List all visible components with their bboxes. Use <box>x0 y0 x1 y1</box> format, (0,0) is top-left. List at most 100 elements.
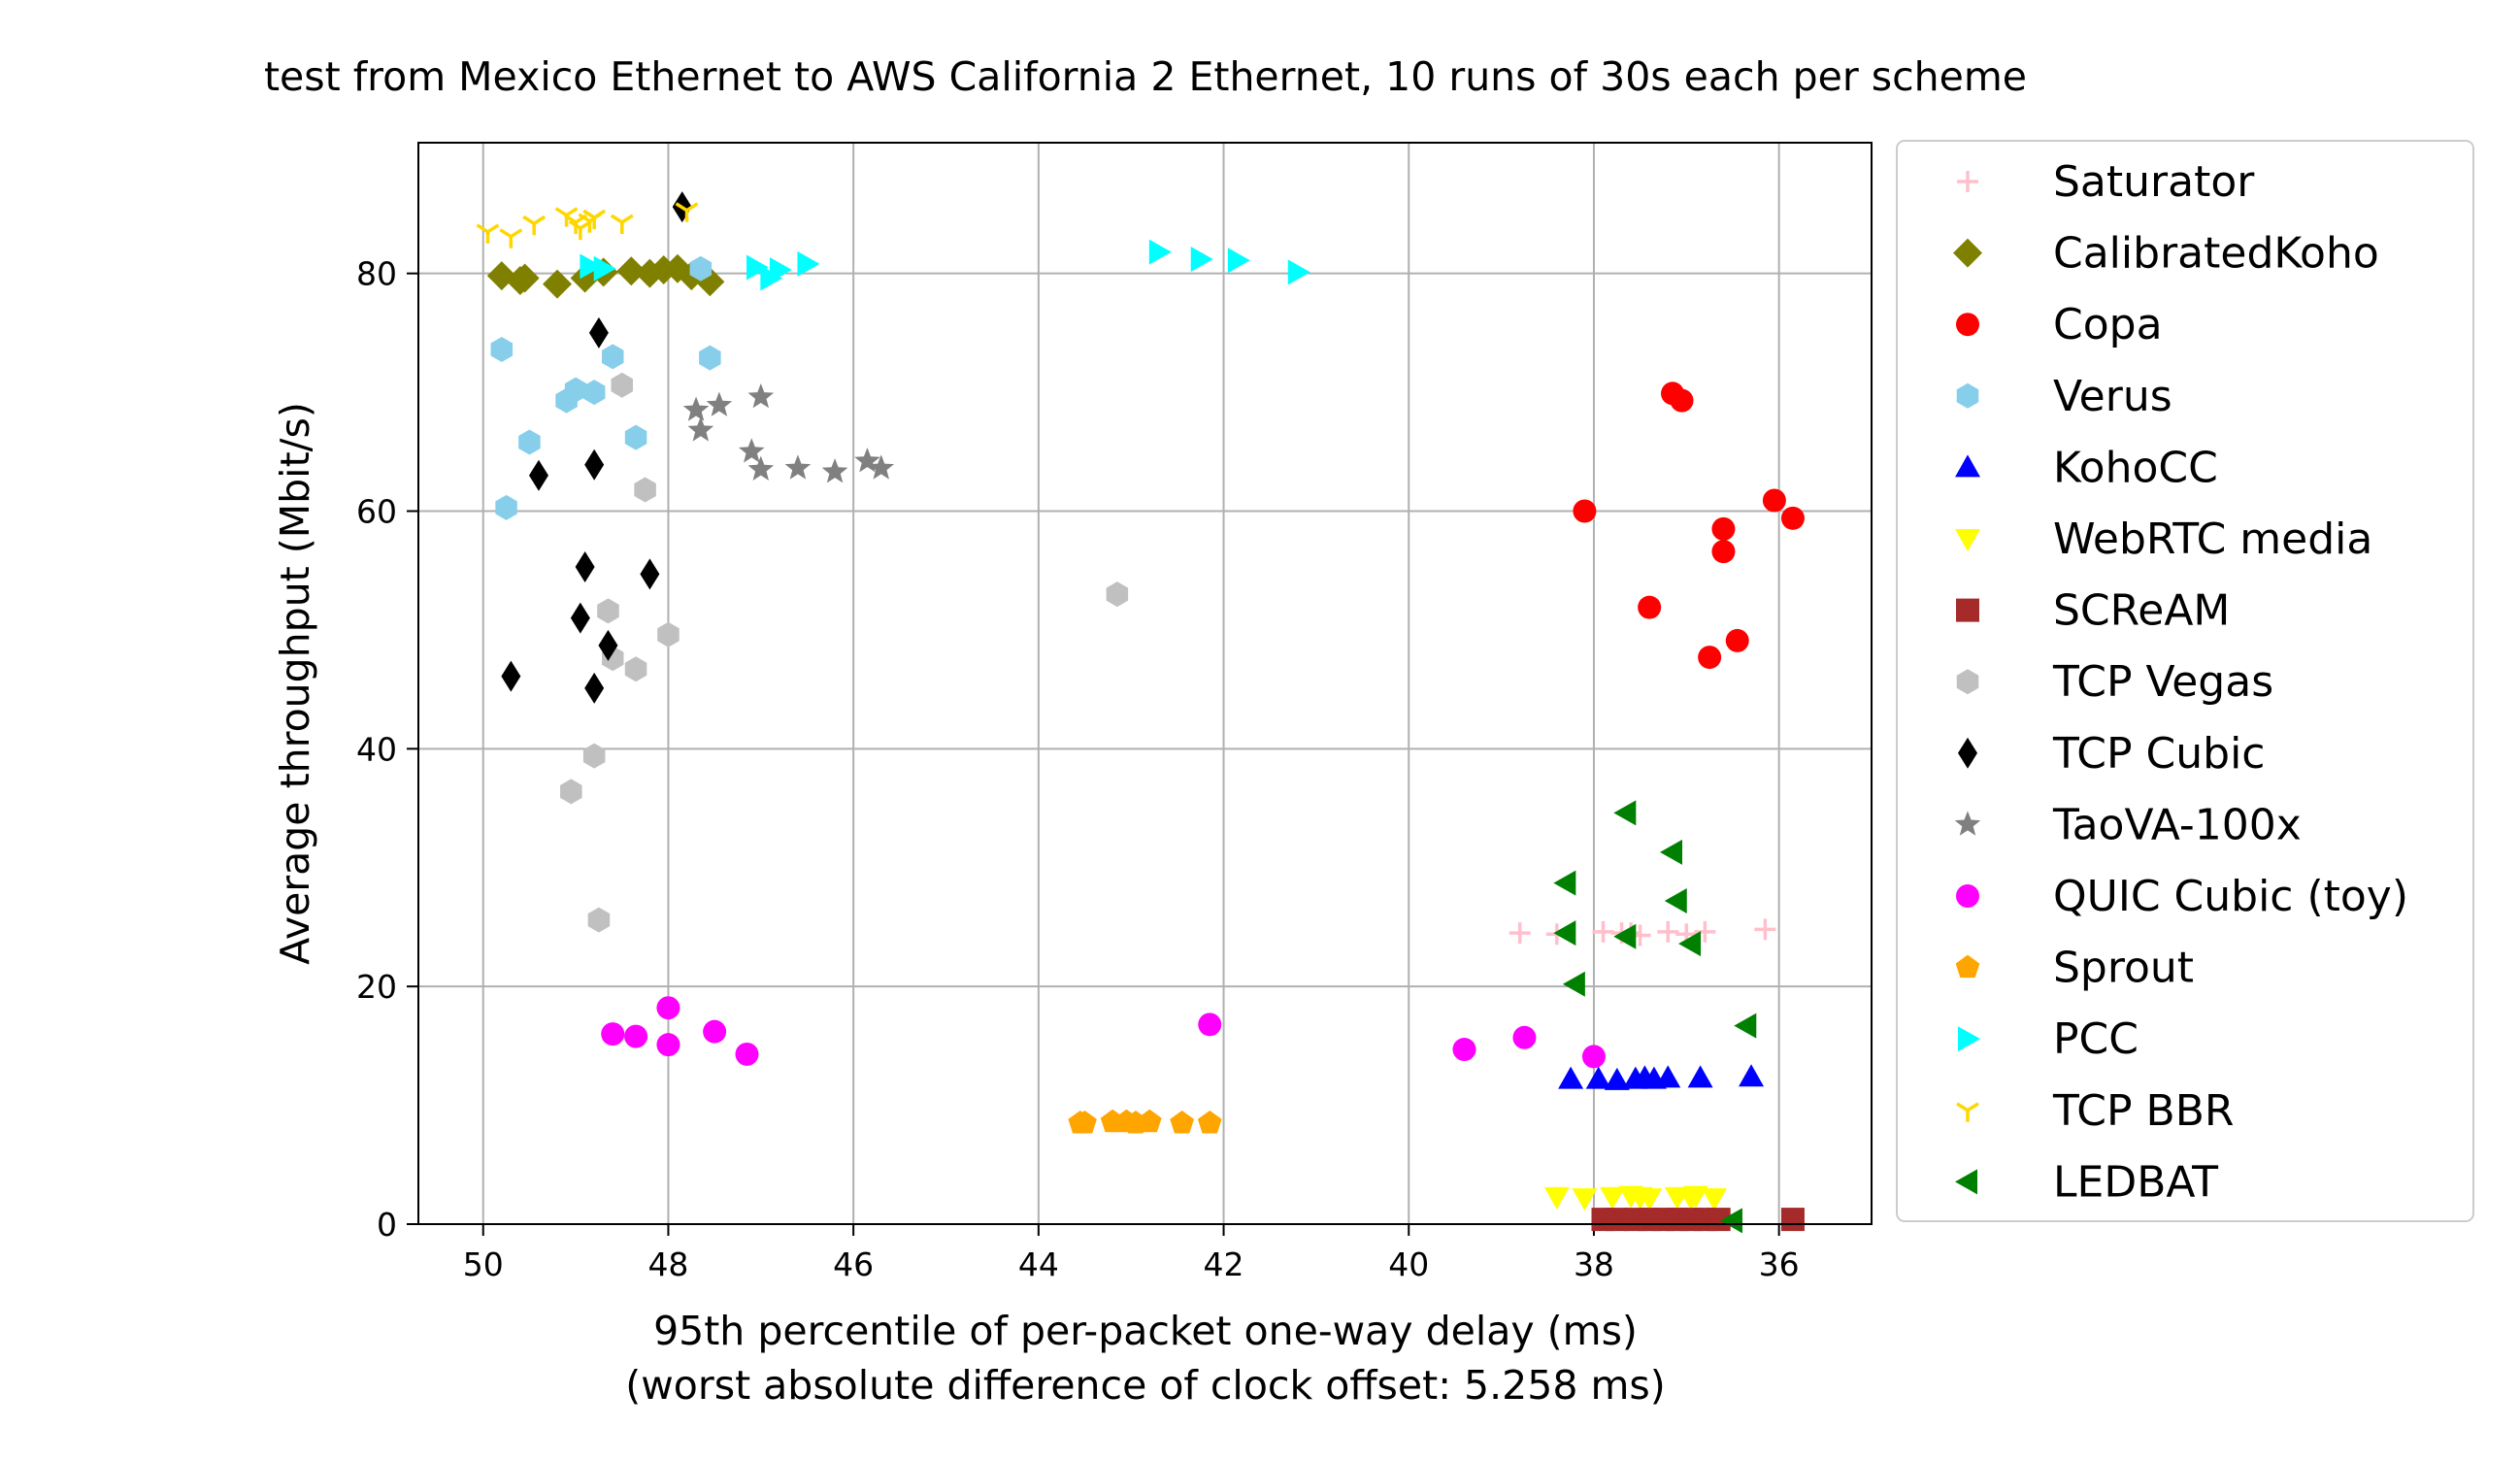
legend-marker <box>1956 884 1979 908</box>
data-point <box>1739 1064 1765 1087</box>
data-point <box>610 214 634 235</box>
legend-marker <box>1956 382 1979 409</box>
y-axis-label: Average throughput (Mbit/s) <box>272 402 318 965</box>
data-point <box>1711 516 1736 541</box>
data-point <box>1698 646 1722 670</box>
series-tcp-bbr <box>476 202 699 249</box>
data-point <box>575 551 595 583</box>
data-point <box>738 438 765 463</box>
data-point <box>543 269 573 299</box>
data-point <box>634 477 656 503</box>
series-kohocc <box>1558 1064 1765 1090</box>
x-axis-sublabel: (worst absolute difference of clock offs… <box>625 1362 1666 1409</box>
data-point <box>570 602 590 634</box>
data-point <box>560 779 582 805</box>
data-point <box>1553 920 1576 946</box>
legend-label: Sprout <box>2053 944 2194 993</box>
data-point <box>868 454 895 480</box>
data-point <box>568 219 592 241</box>
legend-item: TCP Cubic <box>1958 729 2266 779</box>
x-tick-label: 44 <box>1018 1245 1059 1283</box>
y-tick-label: 80 <box>356 255 397 293</box>
series-ledbat <box>1553 800 1757 1234</box>
data-point <box>747 455 775 481</box>
x-tick-label: 36 <box>1759 1245 1800 1283</box>
legend-item: Saturator <box>1957 157 2255 207</box>
legend-marker <box>1957 171 1978 192</box>
data-point <box>1627 1186 1653 1210</box>
legend-label: LEDBAT <box>2053 1157 2218 1207</box>
data-point <box>601 344 624 370</box>
series-quic-cubic-toy- <box>601 996 1606 1069</box>
x-tick-label: 46 <box>833 1245 874 1283</box>
series-verus <box>490 255 721 520</box>
data-point <box>528 459 548 491</box>
legend-item: TaoVA-100x <box>1954 800 2302 849</box>
data-point <box>747 382 775 409</box>
data-point <box>587 907 611 933</box>
data-point <box>624 1024 648 1048</box>
data-point <box>582 743 606 769</box>
legend-label: TCP BBR <box>2052 1086 2234 1136</box>
data-point <box>687 416 714 442</box>
legend-item: WebRTC media <box>1955 515 2372 564</box>
data-point <box>1543 1186 1570 1210</box>
x-axis-label: 95th percentile of per-packet one-way de… <box>653 1308 1638 1354</box>
legend-marker <box>1956 598 1979 622</box>
data-point <box>760 265 783 291</box>
legend-item: Copa <box>1956 300 2163 349</box>
data-point <box>1148 239 1172 265</box>
data-point <box>1664 888 1687 914</box>
data-point <box>564 214 588 235</box>
data-point <box>640 558 660 590</box>
data-point <box>584 448 605 481</box>
data-point <box>1780 506 1805 530</box>
data-point <box>1509 922 1531 945</box>
data-point <box>593 255 616 282</box>
x-tick-label: 42 <box>1204 1245 1244 1283</box>
data-point <box>1657 920 1679 943</box>
data-point <box>522 215 547 236</box>
axis-ticks: 50 48 46 44 42 40 38 36 0 20 40 60 80 <box>356 255 1800 1283</box>
data-point <box>1734 1013 1757 1039</box>
data-point <box>518 429 541 455</box>
data-point <box>1600 1186 1626 1210</box>
legend-label: SCReAM <box>2053 586 2230 636</box>
legend-label: TCP Cubic <box>2052 729 2266 779</box>
series-copa <box>1573 382 1805 670</box>
x-tick-label: 50 <box>463 1245 504 1283</box>
data-point <box>1106 581 1129 608</box>
legend-label: KohoCC <box>2053 443 2218 492</box>
legend-item: LEDBAT <box>1955 1157 2218 1207</box>
data-point <box>797 250 820 277</box>
data-point <box>1678 1188 1705 1212</box>
data-point <box>476 223 500 244</box>
data-point <box>735 1042 759 1066</box>
legend-marker <box>1955 954 1980 979</box>
series-saturator <box>1509 918 1776 946</box>
legend: Saturator CalibratedKoho Copa Verus KohoCC We… <box>1896 140 2474 1222</box>
data-point <box>616 256 647 286</box>
data-point <box>1655 1065 1681 1088</box>
data-point <box>1114 1109 1139 1133</box>
data-point <box>1170 1110 1195 1134</box>
data-point <box>564 377 587 403</box>
series-tcp-cubic <box>501 191 692 704</box>
grid <box>418 143 1872 1225</box>
chart-title: test from Mexico Ethernet to AWS Califor… <box>264 53 2027 100</box>
data-point <box>1780 1208 1805 1232</box>
legend-label: WebRTC media <box>2053 515 2372 564</box>
data-point <box>1622 1066 1648 1089</box>
y-tick-label: 0 <box>377 1206 397 1244</box>
data-point <box>1687 1065 1713 1088</box>
legend-label: CalibratedKoho <box>2053 229 2379 279</box>
data-point <box>1670 388 1694 413</box>
legend-marker <box>1955 454 1980 478</box>
data-point <box>1719 1208 1742 1234</box>
data-point <box>1581 1045 1606 1069</box>
data-point <box>784 454 812 480</box>
series-taova-100x <box>682 382 895 483</box>
legend-marker <box>1956 1102 1979 1122</box>
data-point <box>1197 1110 1222 1134</box>
data-point <box>597 598 619 624</box>
